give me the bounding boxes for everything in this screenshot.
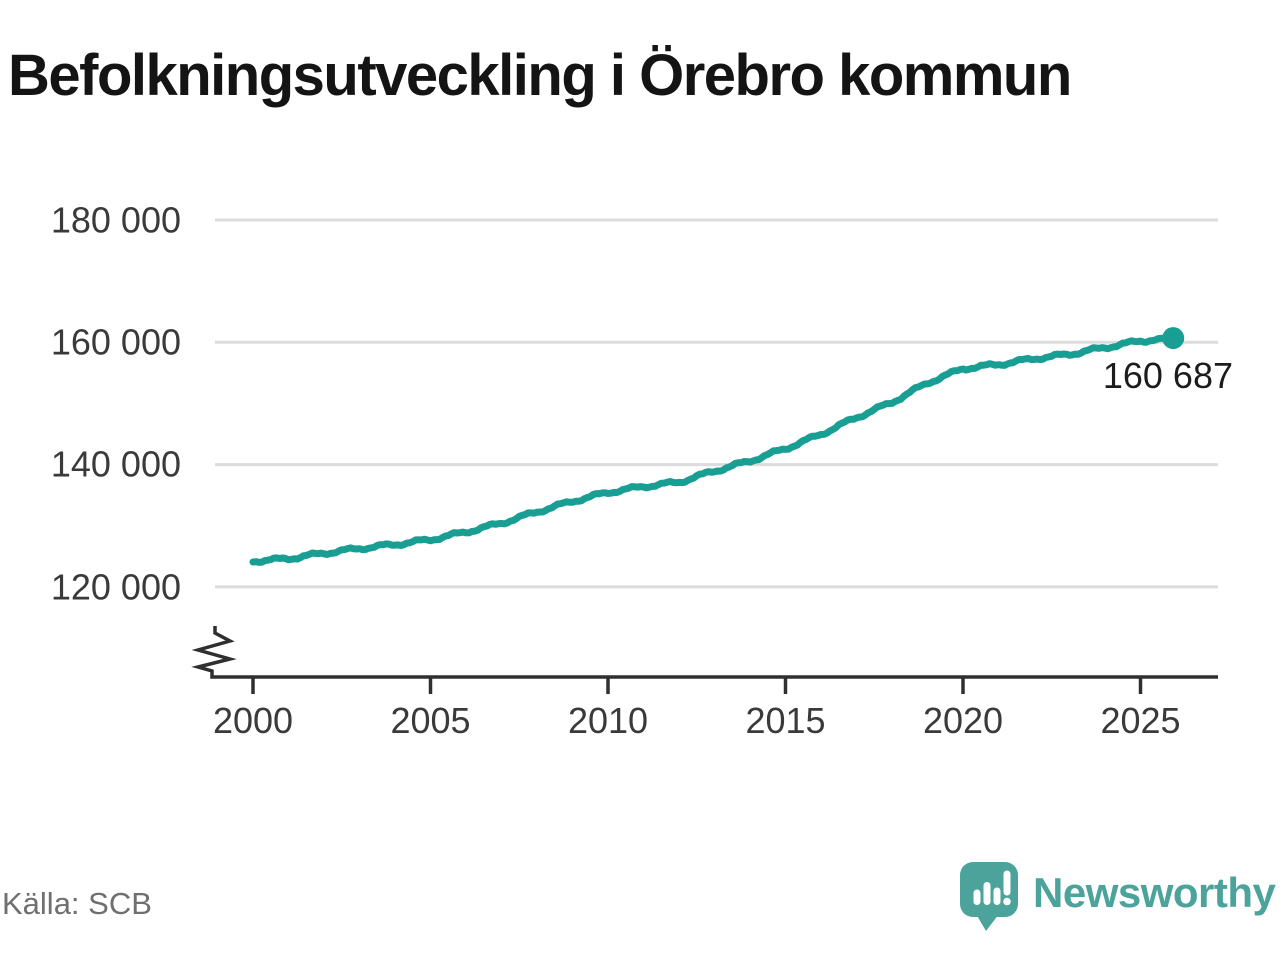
newsworthy-wordmark[interactable]: Newsworthy — [1033, 869, 1276, 916]
x-tick-label: 2010 — [568, 700, 648, 741]
y-tick-label: 140 000 — [51, 444, 181, 485]
newsworthy-logo-icon[interactable] — [960, 862, 1018, 931]
latest-value-dot — [1162, 327, 1185, 350]
population-line-series — [249, 334, 1177, 566]
source-note: Källa: SCB — [2, 886, 152, 921]
y-tick-label: 160 000 — [51, 322, 181, 363]
x-tick-label: 2025 — [1100, 700, 1180, 741]
y-tick-label: 120 000 — [51, 567, 181, 608]
x-tick-label: 2020 — [923, 700, 1003, 741]
x-tick-label: 2015 — [745, 700, 825, 741]
x-axis-labels: 2000 2005 2010 2015 2020 2025 — [213, 700, 1181, 741]
chart-title: Befolkningsutveckling i Örebro kommun — [8, 43, 1072, 108]
latest-value-label: 160 687 — [1103, 355, 1233, 396]
x-tick-label: 2000 — [213, 700, 293, 741]
x-axis-line-with-break-zigzag — [191, 626, 1218, 679]
y-axis-labels: 180 000 160 000 140 000 120 000 — [51, 200, 181, 608]
y-tick-label: 180 000 — [51, 200, 181, 241]
x-tick-label: 2005 — [390, 700, 470, 741]
x-axis-ticks — [251, 678, 1143, 694]
gridlines — [215, 218, 1218, 589]
